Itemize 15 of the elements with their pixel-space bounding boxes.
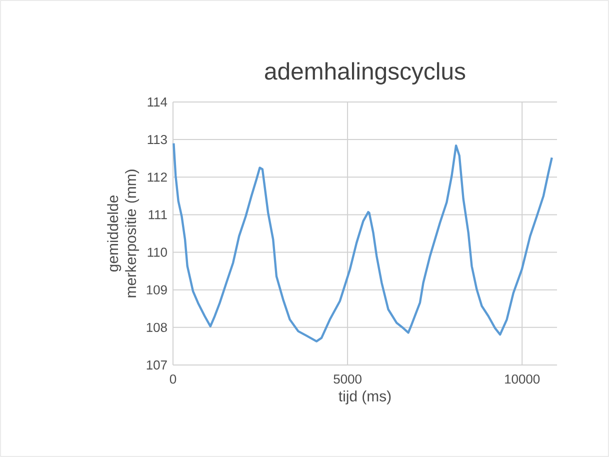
x-tick-label: 10000 xyxy=(505,374,540,384)
y-tick-label: 108 xyxy=(146,322,167,332)
y-tick-label: 113 xyxy=(148,134,167,144)
y-tick-label: 111 xyxy=(148,210,167,220)
y-tick-label: 110 xyxy=(148,248,167,257)
line-series xyxy=(172,142,553,342)
x-tick-label: 5000 xyxy=(334,374,362,384)
chart-title: ademhalingscyclus xyxy=(265,62,466,84)
x-tick-label: 0 xyxy=(170,374,176,384)
x-axis-title: tijd (ms) xyxy=(338,390,391,404)
y-tick-label: 109 xyxy=(146,285,167,294)
y-axis-title: gemiddelde merkerpositie (mm) xyxy=(107,170,140,298)
y-tick-label: 114 xyxy=(148,98,168,106)
y-tick-label: 107 xyxy=(146,360,167,370)
y-tick-label: 112 xyxy=(148,172,167,182)
